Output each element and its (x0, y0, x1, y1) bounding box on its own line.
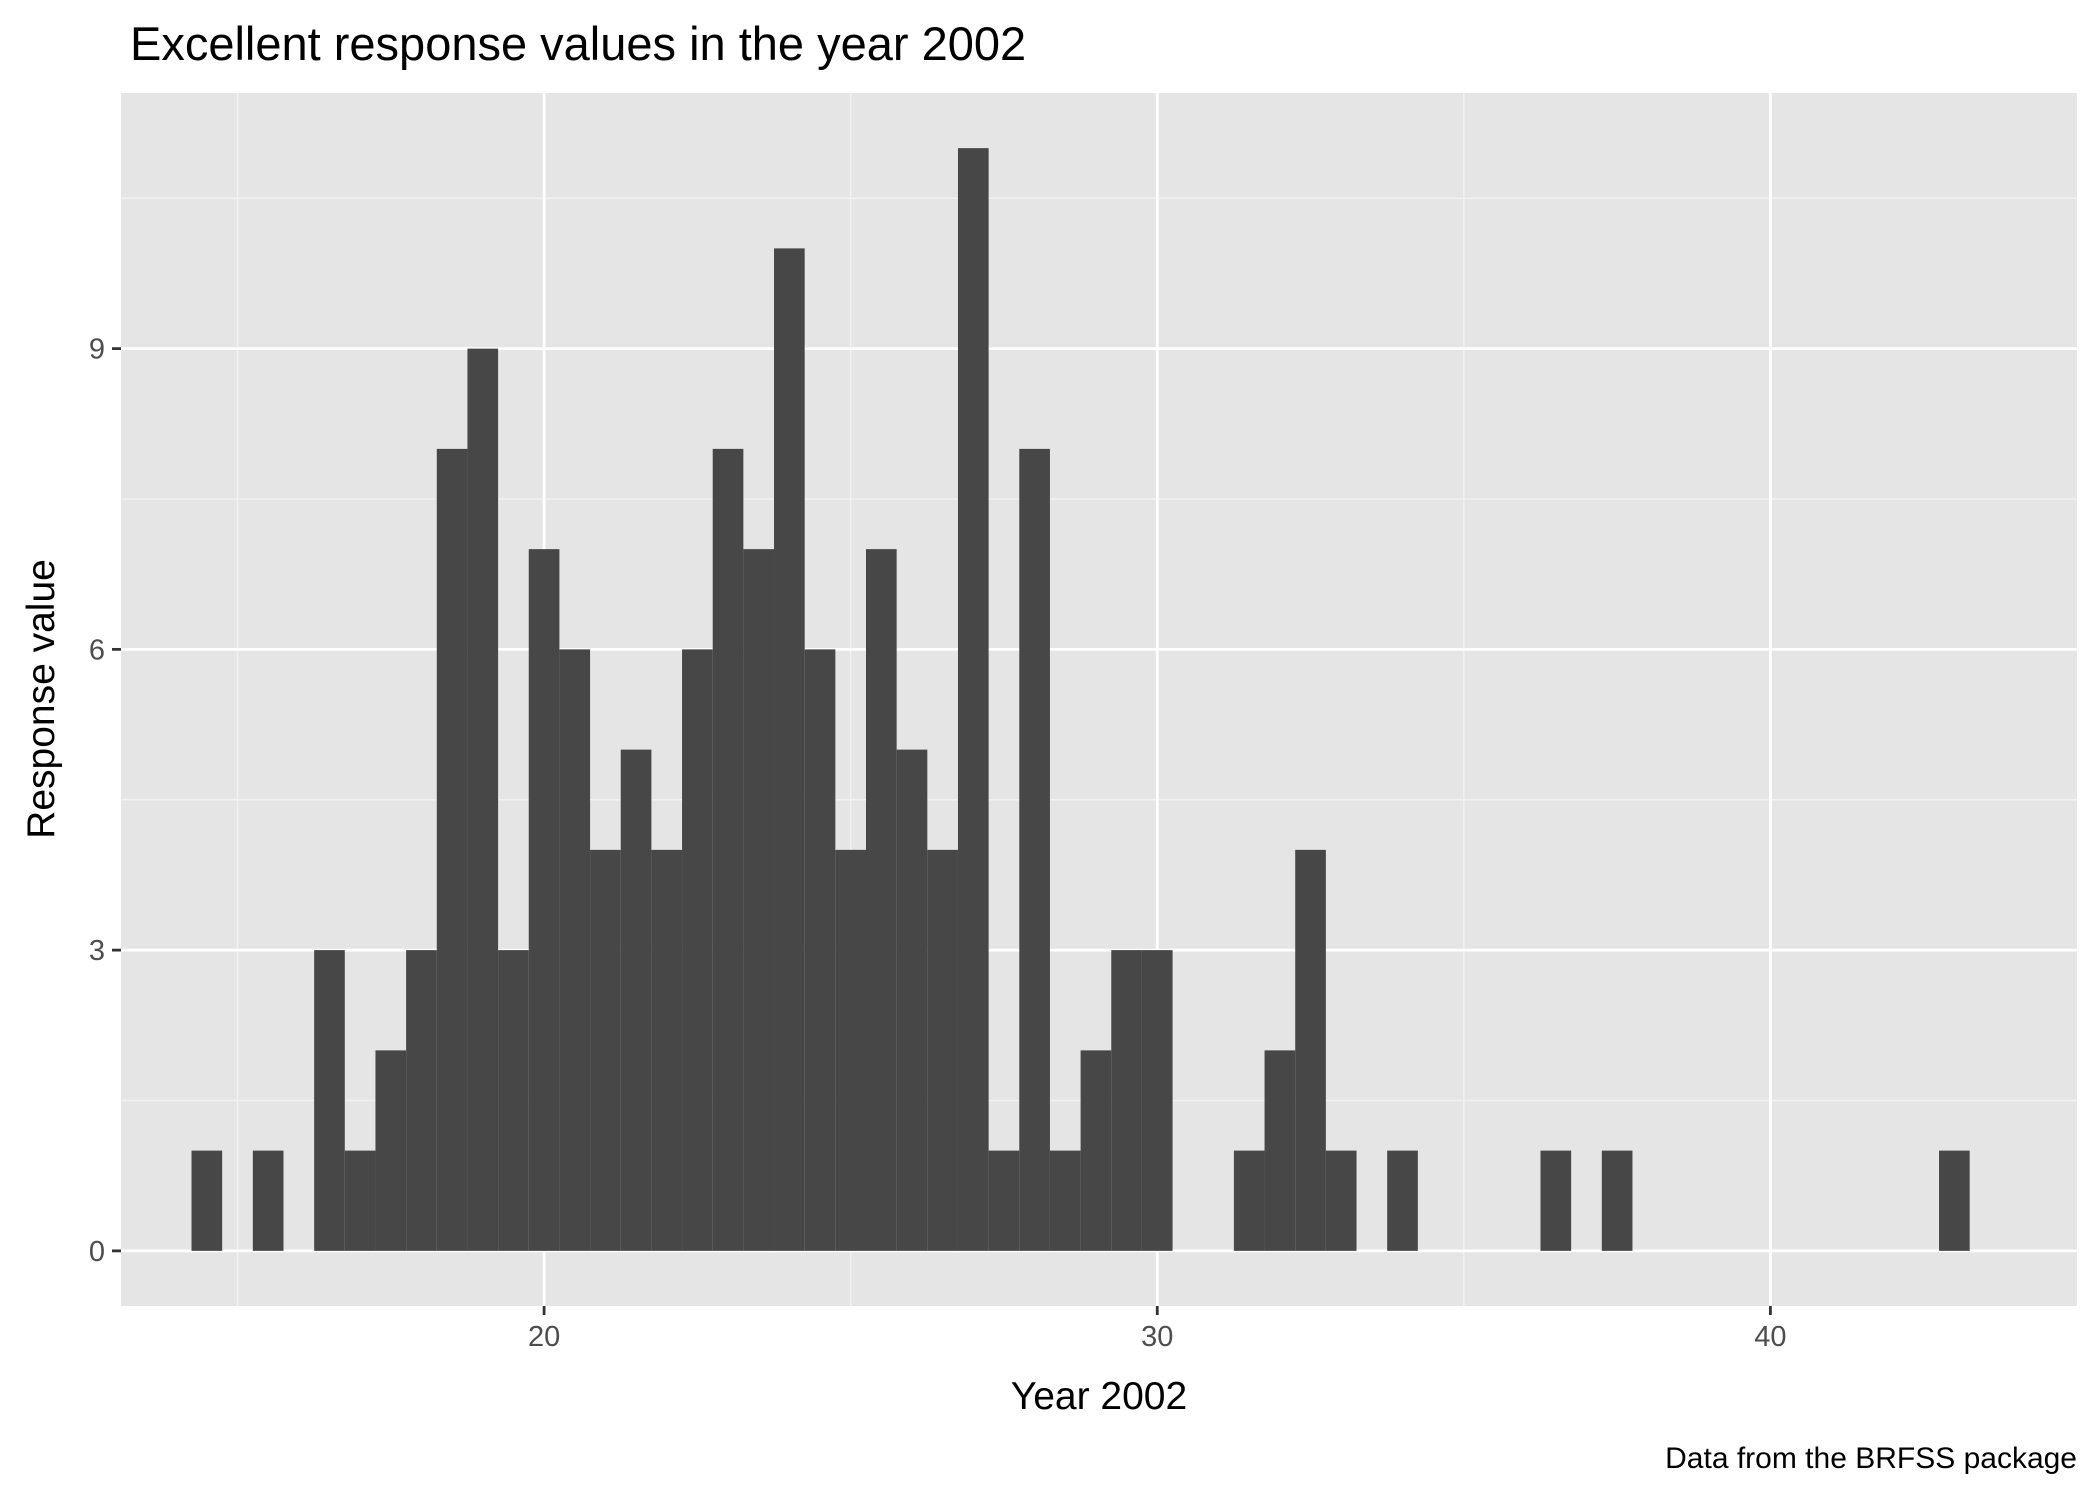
histogram-bar (865, 549, 897, 1251)
histogram-bar (1540, 1150, 1572, 1251)
y-tick-label: 6 (89, 634, 105, 666)
histogram-bar (1264, 1050, 1296, 1251)
histogram-bar (774, 248, 805, 1251)
histogram-bar (896, 749, 928, 1251)
x-tick-label: 20 (528, 1321, 560, 1353)
histogram-bar (835, 849, 866, 1251)
histogram-bar (620, 749, 652, 1251)
histogram-bar (252, 1150, 284, 1251)
histogram-bar (1325, 1150, 1357, 1251)
histogram-bar (406, 950, 437, 1251)
histogram-bar (1141, 950, 1173, 1251)
histogram-bar (498, 950, 529, 1251)
histogram-bars (191, 148, 1970, 1251)
y-axis-ticks: 0 3 6 9 (89, 334, 121, 1268)
histogram-bar (682, 649, 713, 1251)
histogram-bar (743, 549, 775, 1251)
chart-title: Excellent response values in the year 20… (130, 17, 1026, 70)
x-tick-label: 30 (1141, 1321, 1173, 1353)
histogram-bar (1295, 849, 1326, 1251)
x-tick-label: 40 (1754, 1321, 1786, 1353)
histogram-bar (1939, 1150, 1970, 1251)
histogram-bar (191, 1150, 223, 1251)
histogram-bar (927, 849, 958, 1251)
histogram-bar (528, 549, 560, 1251)
histogram-bar (1019, 448, 1050, 1251)
y-tick-label: 9 (89, 334, 105, 366)
histogram-bar (375, 1050, 407, 1251)
histogram-bar (957, 148, 989, 1251)
histogram-bar (436, 448, 468, 1251)
y-tick-label: 3 (89, 935, 105, 967)
histogram-bar (1601, 1150, 1633, 1251)
histogram-bar (988, 1150, 1020, 1251)
histogram-bar (712, 448, 744, 1251)
histogram-bar (559, 649, 591, 1251)
chart-caption: Data from the BRFSS package (1665, 1442, 2077, 1475)
histogram-bar (467, 348, 499, 1251)
histogram-bar (1049, 1150, 1081, 1251)
histogram-bar (651, 849, 683, 1251)
y-axis-title: Response value (20, 559, 63, 839)
histogram-bar (1233, 1150, 1265, 1251)
histogram-bar (1387, 1150, 1418, 1251)
histogram-bar (344, 1150, 376, 1251)
y-tick-label: 0 (89, 1236, 105, 1268)
histogram-bar (590, 849, 621, 1251)
histogram-bar (1111, 950, 1142, 1251)
histogram-bar (804, 649, 836, 1251)
x-axis-ticks: 20 30 40 (528, 1306, 1787, 1353)
histogram-bar (314, 950, 345, 1251)
x-axis-title: Year 2002 (1011, 1375, 1187, 1418)
histogram-bar (1080, 1050, 1112, 1251)
